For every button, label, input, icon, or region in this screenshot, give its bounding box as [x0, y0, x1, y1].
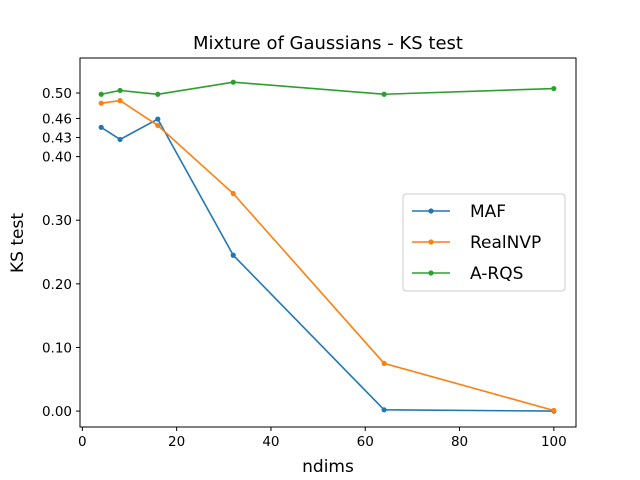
legend-box	[402, 193, 566, 292]
chart-title: Mixture of Gaussians - KS test	[193, 33, 463, 54]
data-point-realnvp	[98, 100, 104, 106]
x-tick-label: 60	[357, 434, 374, 450]
x-tick-label: 100	[541, 434, 567, 450]
x-axis: 0 20 40 60 80 100	[78, 427, 567, 450]
data-point-maf	[117, 136, 123, 143]
legend-label-maf: MAF	[470, 202, 506, 222]
y-tick-label: 0.43	[42, 131, 72, 147]
data-point-realnvp	[230, 190, 236, 197]
data-point-maf	[155, 116, 161, 122]
data-point-maf	[230, 252, 236, 258]
x-tick-label: 0	[78, 434, 87, 450]
legend: MAF RealNVP A-RQS	[402, 193, 566, 292]
y-tick-label: 0.00	[42, 404, 72, 420]
data-point-a-rqs	[381, 91, 387, 97]
y-tick-label: 0.50	[42, 86, 72, 102]
data-point-realnvp	[155, 122, 161, 129]
y-tick-label: 0.40	[42, 150, 72, 166]
data-point-a-rqs	[98, 91, 104, 97]
x-axis-label: ndims	[302, 457, 354, 477]
data-point-realnvp	[551, 407, 557, 414]
data-point-a-rqs	[551, 85, 557, 92]
y-tick-label: 0.30	[42, 213, 72, 229]
series-line-a-rqs	[101, 81, 554, 96]
x-tick-label: 40	[262, 434, 279, 450]
x-tick-label: 80	[451, 434, 468, 450]
data-point-realnvp	[117, 98, 123, 104]
series-line-maf	[100, 118, 554, 412]
y-tick-label: 0.10	[42, 340, 72, 356]
legend-label-a-rqs: A-RQS	[470, 264, 523, 284]
legend-label-realnvp: RealNVP	[470, 233, 541, 253]
x-tick-label: 20	[168, 434, 185, 450]
y-axis-label: KS test	[8, 213, 28, 273]
y-tick-label: 0.46	[42, 111, 72, 127]
legend-swatch-marker-a-rqs	[428, 270, 434, 276]
data-point-realnvp	[381, 360, 387, 366]
data-point-a-rqs	[155, 91, 161, 97]
y-axis: 0.00 0.10 0.20 0.30 0.40 0.43 0.46 0.50	[42, 86, 80, 420]
legend-swatch-marker-realnvp	[428, 239, 434, 245]
series-line-realnvp	[101, 99, 555, 412]
legend-swatch-marker-maf	[428, 208, 434, 214]
data-point-a-rqs	[117, 87, 123, 94]
data-point-a-rqs	[230, 79, 236, 85]
data-point-maf	[381, 407, 387, 413]
data-point-maf	[98, 124, 104, 130]
y-tick-label: 0.20	[42, 277, 72, 293]
series-layer	[98, 79, 557, 414]
